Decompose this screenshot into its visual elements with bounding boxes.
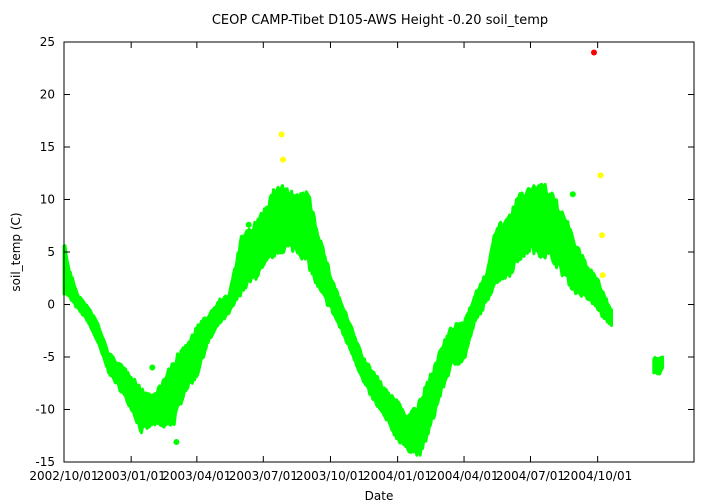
y-tick-label: 15: [40, 140, 55, 154]
series-band-area: [62, 182, 613, 457]
x-tick-label: 2004/07/01: [496, 469, 565, 483]
series-good: [62, 182, 613, 457]
data-point: [245, 221, 252, 228]
series-band-area: [652, 355, 665, 376]
data-point: [590, 49, 597, 56]
x-tick-label: 2003/04/01: [162, 469, 231, 483]
series-bad: [590, 49, 597, 56]
y-tick-label: 25: [40, 35, 55, 49]
y-axis: -15 -10 -5 0 5 10 15 20 25: [35, 35, 694, 469]
x-tick-label: 2004/04/01: [429, 469, 498, 483]
y-tick-label: -5: [43, 350, 55, 364]
y-axis-label: soil_temp (C): [9, 212, 23, 291]
x-tick-label: 2003/10/01: [296, 469, 365, 483]
x-tick-label: 2004/01/01: [363, 469, 432, 483]
data-layer: [62, 49, 665, 457]
y-tick-label: 5: [47, 245, 55, 259]
data-point: [280, 156, 287, 163]
x-tick-label: 2004/10/01: [563, 469, 632, 483]
data-point: [599, 232, 606, 239]
x-tick-label: 2002/10/01: [29, 469, 98, 483]
data-point: [173, 439, 180, 446]
series-questionable: [278, 131, 606, 279]
data-point: [149, 364, 156, 371]
data-point: [599, 272, 606, 279]
y-tick-label: -10: [35, 403, 55, 417]
y-tick-label: -15: [35, 455, 55, 469]
x-axis: 2002/10/012003/01/012003/04/012003/07/01…: [29, 42, 632, 483]
y-tick-label: 0: [47, 298, 55, 312]
data-point: [597, 172, 604, 179]
y-tick-label: 10: [40, 193, 55, 207]
series-good-late: [652, 355, 665, 376]
x-tick-label: 2003/01/01: [97, 469, 166, 483]
x-tick-label: 2003/07/01: [229, 469, 298, 483]
y-tick-label: 20: [40, 88, 55, 102]
x-axis-label: Date: [365, 489, 394, 503]
series-good-outliers: [149, 191, 576, 446]
data-point: [278, 131, 285, 138]
chart-title: CEOP CAMP-Tibet D105-AWS Height -0.20 so…: [212, 13, 548, 28]
data-point: [569, 191, 576, 198]
